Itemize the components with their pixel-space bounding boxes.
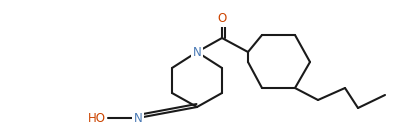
Text: HO: HO bbox=[88, 112, 106, 124]
Text: N: N bbox=[192, 46, 201, 58]
Text: O: O bbox=[217, 13, 227, 26]
Text: N: N bbox=[134, 112, 142, 124]
